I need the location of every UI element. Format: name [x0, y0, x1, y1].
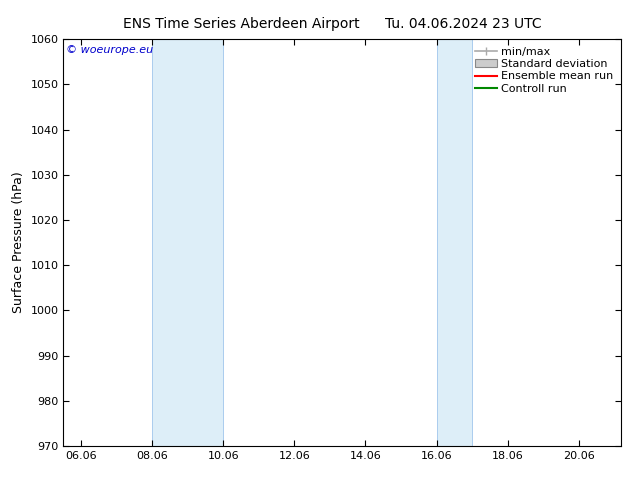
Bar: [437, 39, 472, 446]
Y-axis label: Surface Pressure (hPa): Surface Pressure (hPa): [12, 172, 25, 314]
Text: Tu. 04.06.2024 23 UTC: Tu. 04.06.2024 23 UTC: [384, 17, 541, 31]
Legend: min/max, Standard deviation, Ensemble mean run, Controll run: min/max, Standard deviation, Ensemble me…: [472, 45, 616, 96]
Bar: [152, 39, 223, 446]
Text: ENS Time Series Aberdeen Airport: ENS Time Series Aberdeen Airport: [122, 17, 359, 31]
Text: © woeurope.eu: © woeurope.eu: [66, 45, 153, 55]
